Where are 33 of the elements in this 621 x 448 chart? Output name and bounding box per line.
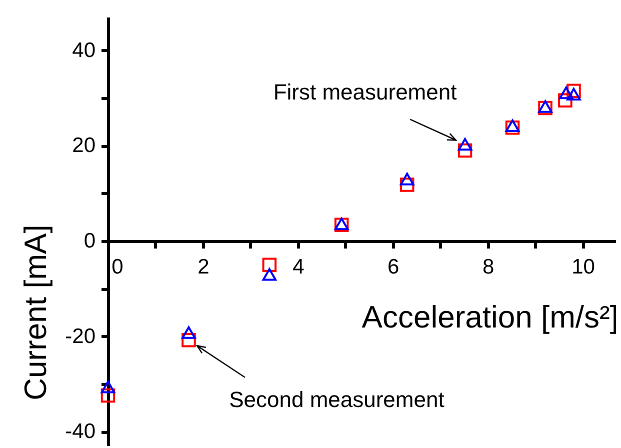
x-tick-label: 10: [572, 256, 595, 279]
y-tick-label: -40: [65, 420, 96, 444]
x-axis-title: Acceleration [m/s²]: [362, 300, 618, 335]
point: [505, 120, 520, 135]
point: [400, 172, 414, 186]
point: [566, 88, 581, 101]
point: [538, 100, 552, 116]
point: [400, 178, 414, 192]
y-tick-label: 20: [72, 134, 96, 158]
point: [566, 84, 581, 98]
y-axis-title: Current [mA]: [18, 224, 54, 400]
x-tick-label: 4: [292, 256, 305, 279]
point: [100, 388, 116, 403]
point: [182, 326, 196, 339]
x-tick-label: 0: [112, 256, 124, 279]
point: [262, 268, 277, 281]
x-tick-label: 8: [482, 256, 494, 279]
y-tick-label: -20: [65, 324, 96, 348]
x-tick-label: 6: [388, 256, 400, 279]
point: [558, 93, 572, 108]
y-tick-label: 40: [72, 38, 96, 62]
point: [538, 100, 552, 113]
y-tick-label: 0: [84, 230, 96, 253]
point: [100, 380, 116, 394]
annotation: Second measurement: [229, 387, 444, 412]
x-tick-label: 2: [198, 256, 210, 279]
point: [182, 333, 196, 348]
annotation: First measurement: [273, 79, 457, 104]
point: [458, 143, 472, 158]
point: [458, 138, 472, 151]
point: [559, 86, 574, 100]
point: [505, 119, 520, 132]
point: [262, 258, 277, 272]
